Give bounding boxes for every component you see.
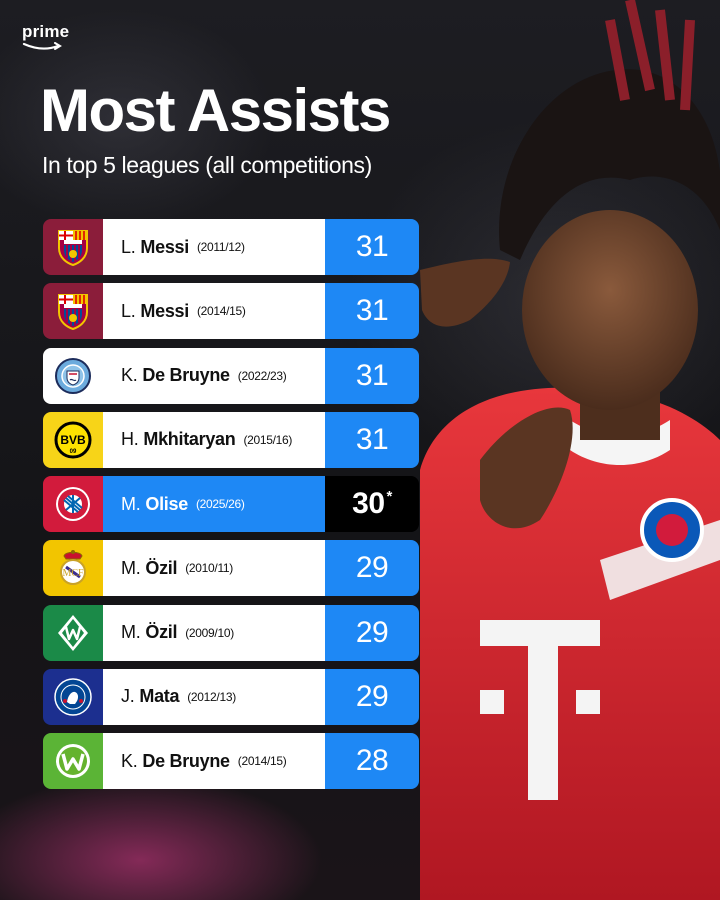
player-surname: Mkhitaryan [143, 429, 236, 450]
player-name-cell: M. Özil (2010/11) [103, 540, 325, 597]
svg-text:MCF: MCF [62, 568, 84, 579]
player-surname: Olise [145, 493, 188, 514]
player-name-cell: L. Messi (2011/12) [103, 219, 325, 275]
season-label: (2012/13) [187, 689, 236, 704]
man-city-crest-icon [43, 347, 103, 404]
svg-text:BVB: BVB [60, 433, 86, 447]
table-row: BVB 09 H. Mkhitaryan (2015/16) 31 [43, 411, 419, 468]
player-surname: De Bruyne [142, 365, 230, 385]
real-madrid-crest-icon: MCF [43, 540, 103, 597]
player-initial: M. [121, 622, 141, 642]
assists-value: 30 * [325, 476, 419, 532]
player-name-cell: J. Mata (2012/13) [103, 668, 325, 725]
assists-value: 29 [325, 668, 419, 725]
werder-bremen-crest-icon [43, 604, 103, 661]
svg-text:09: 09 [70, 449, 77, 455]
player-photo [420, 0, 720, 900]
page-subtitle: In top 5 leagues (all competitions) [42, 152, 372, 178]
prime-smile-icon [22, 42, 62, 50]
table-row: K. De Bruyne (2022/23) 31 [43, 347, 419, 404]
player-surname: Özil [145, 622, 178, 642]
player-name-cell: K. De Bruyne (2014/15) [103, 733, 325, 789]
assists-value: 29 [325, 604, 419, 661]
player-initial: K. [121, 365, 138, 385]
chelsea-crest-icon [43, 668, 103, 725]
player-name-cell: H. Mkhitaryan (2015/16) [103, 411, 325, 468]
player-initial: M. [121, 557, 141, 578]
page-title: Most Assists [40, 77, 391, 144]
player-surname: Özil [145, 557, 178, 578]
bayern-crest-icon [43, 476, 103, 532]
player-initial: K. [121, 750, 138, 771]
player-initial: H. [121, 429, 139, 450]
season-label: (2022/23) [237, 368, 287, 383]
table-row: L. Messi (2014/15) 31 [43, 283, 419, 340]
player-name-cell: L. Messi (2014/15) [103, 283, 325, 340]
season-label: (2009/10) [185, 625, 234, 640]
assists-value: 31 [325, 283, 419, 340]
player-initial: L. [121, 300, 136, 321]
dortmund-crest-icon: BVB 09 [43, 411, 103, 468]
barcelona-crest-icon [43, 219, 103, 275]
assists-value: 31 [325, 219, 419, 275]
assists-table: L. Messi (2011/12) 31 L. Messi (2014/15) 31 [43, 219, 419, 797]
assists-value: 28 [325, 733, 419, 789]
player-surname: Messi [140, 236, 189, 257]
assists-value: 31 [325, 347, 419, 404]
barcelona-crest-icon [43, 283, 103, 340]
season-label: (2015/16) [243, 432, 293, 447]
player-surname: Mata [139, 686, 180, 707]
footnote-asterisk: * [386, 487, 393, 505]
season-label: (2010/11) [185, 561, 233, 576]
player-name-cell: M. Özil (2009/10) [103, 604, 325, 661]
player-name-cell: M. Olise (2025/26) [103, 476, 325, 532]
table-row-highlighted: M. Olise (2025/26) 30 * [43, 476, 419, 532]
wolfsburg-crest-icon [43, 733, 103, 789]
season-label: (2011/12) [196, 240, 245, 254]
player-surname: Messi [140, 300, 189, 321]
player-name-cell: K. De Bruyne (2022/23) [103, 347, 325, 404]
table-row: J. Mata (2012/13) 29 [43, 668, 419, 725]
assists-value: 31 [325, 411, 419, 468]
season-label: (2014/15) [237, 754, 287, 768]
assists-value-number: 30 [352, 487, 385, 520]
season-label: (2025/26) [195, 497, 245, 511]
table-row: M. Özil (2009/10) 29 [43, 604, 419, 661]
table-row: K. De Bruyne (2014/15) 28 [43, 733, 419, 789]
table-row: MCF M. Özil (2010/11) 29 [43, 540, 419, 597]
player-surname: De Bruyne [142, 750, 230, 771]
season-label: (2014/15) [196, 304, 246, 319]
prime-logo: prime [22, 22, 70, 41]
table-row: L. Messi (2011/12) 31 [43, 219, 419, 275]
assists-value: 29 [325, 540, 419, 597]
player-initial: L. [121, 236, 136, 257]
player-initial: J. [121, 686, 135, 707]
player-initial: M. [121, 493, 141, 514]
